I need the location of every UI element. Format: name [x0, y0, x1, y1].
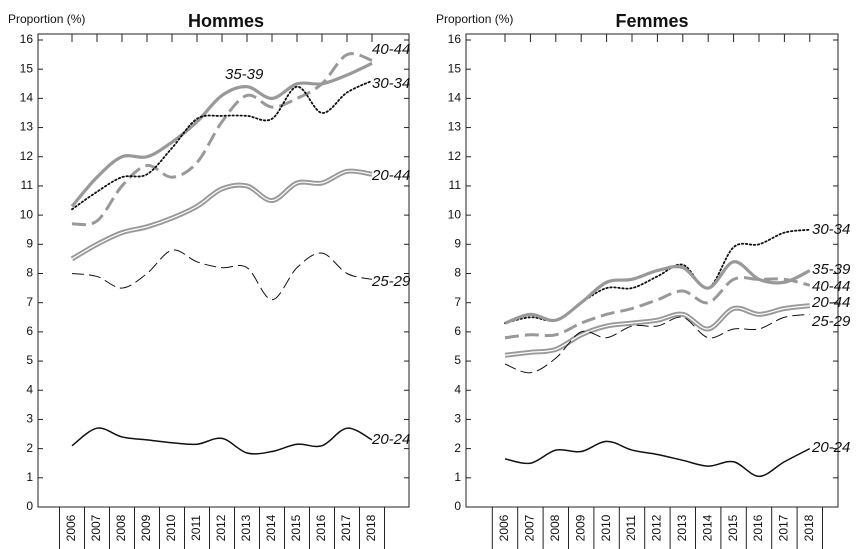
- series-line: [504, 440, 811, 478]
- x-tick-label: 2017: [777, 514, 791, 541]
- y-tick-label: 3: [454, 412, 461, 426]
- y-tick-label: 7: [454, 295, 461, 309]
- y-tick-label: 6: [26, 324, 33, 338]
- y-tick-label: 9: [26, 236, 33, 250]
- series-line: [71, 249, 373, 301]
- series-label: 35-39: [812, 261, 851, 278]
- y-tick-label: 8: [26, 266, 33, 280]
- series-line: [71, 427, 373, 455]
- y-tick-label: 2: [454, 441, 461, 455]
- series-line: [71, 79, 373, 211]
- series-line: [504, 228, 811, 325]
- x-tick-label: 2015: [726, 514, 740, 541]
- series-line: [504, 313, 810, 374]
- series-line: [504, 276, 811, 340]
- y-tick-label: 6: [454, 324, 461, 338]
- chart-title: Hommes: [188, 11, 264, 31]
- series-label: 30-34: [812, 221, 850, 238]
- series-label: 20-24: [811, 439, 850, 456]
- series-label: 40-44: [372, 41, 410, 58]
- x-tick-label: 2008: [114, 514, 128, 541]
- series-label: 25-29: [371, 273, 411, 290]
- x-tick-label: 2012: [214, 514, 228, 541]
- x-tick-label: 2010: [164, 514, 178, 541]
- y-tick-label: 9: [454, 236, 461, 250]
- x-tick-label: 2018: [802, 514, 816, 541]
- series-label: 25-29: [811, 313, 851, 330]
- x-tick-label: 2016: [314, 514, 328, 541]
- y-axis-label: Proportion (%): [8, 12, 85, 26]
- y-tick-label: 5: [454, 353, 461, 367]
- series-label: 20-24: [371, 431, 410, 448]
- y-tick-label: 11: [449, 178, 462, 192]
- x-tick-label: 2015: [289, 514, 303, 541]
- x-tick-label: 2009: [139, 514, 153, 541]
- x-tick-label: 2014: [700, 514, 714, 541]
- series-line-inner: [504, 305, 810, 356]
- series-label: 20-44: [811, 294, 850, 311]
- y-tick-label: 15: [448, 61, 462, 75]
- x-tick-label: 2016: [751, 514, 765, 541]
- series-label: 35-39: [225, 66, 264, 83]
- x-tick-label: 2018: [364, 514, 378, 541]
- plot-frame: [37, 33, 410, 508]
- y-tick-label: 5: [26, 353, 33, 367]
- y-tick-label: 4: [26, 382, 33, 396]
- y-tick-label: 10: [20, 207, 34, 221]
- x-tick-label: 2012: [650, 514, 664, 541]
- y-tick-label: 15: [20, 61, 34, 75]
- x-tick-label: 2007: [523, 514, 537, 541]
- x-tick-label: 2013: [675, 514, 689, 541]
- y-tick-label: 7: [26, 295, 33, 309]
- series-line: [504, 260, 811, 325]
- y-axis-label: Proportion (%): [436, 12, 513, 26]
- y-tick-label: 13: [448, 120, 462, 134]
- series-line: [71, 52, 373, 227]
- x-tick-label: 2011: [189, 515, 203, 541]
- x-tick-label: 2009: [573, 514, 587, 541]
- y-tick-label: 16: [20, 32, 34, 46]
- y-tick-label: 8: [454, 266, 461, 280]
- x-tick-label: 2010: [599, 514, 613, 541]
- x-tick-label: 2008: [548, 514, 562, 541]
- y-tick-label: 14: [20, 91, 34, 105]
- y-tick-label: 0: [26, 499, 33, 513]
- x-tick-label: 2013: [239, 514, 253, 541]
- series-line: [70, 61, 373, 208]
- y-tick-label: 14: [448, 91, 462, 105]
- y-tick-label: 10: [448, 207, 462, 221]
- series-line-inner: [71, 170, 373, 260]
- y-tick-label: 2: [26, 441, 33, 455]
- series-label: 30-34: [372, 75, 410, 92]
- x-tick-label: 2006: [64, 514, 78, 541]
- series-line: [70, 168, 373, 262]
- x-tick-label: 2006: [497, 514, 511, 541]
- y-tick-label: 11: [21, 178, 34, 192]
- y-tick-label: 1: [454, 470, 461, 484]
- y-tick-label: 4: [454, 382, 461, 396]
- series-line: [504, 303, 811, 358]
- y-tick-label: 3: [26, 412, 33, 426]
- y-tick-label: 16: [448, 32, 462, 46]
- y-tick-label: 13: [20, 120, 34, 134]
- chart-title: Femmes: [615, 11, 688, 31]
- x-tick-label: 2007: [89, 514, 103, 541]
- x-tick-label: 2017: [339, 514, 353, 541]
- series-label: 40-44: [812, 278, 850, 295]
- y-tick-label: 0: [454, 499, 461, 513]
- y-tick-label: 12: [20, 149, 34, 163]
- series-label: 20-44: [371, 167, 410, 184]
- x-tick-label: 2014: [264, 514, 278, 541]
- y-tick-label: 12: [448, 149, 462, 163]
- plot-frame: [465, 33, 839, 508]
- x-tick-label: 2011: [624, 515, 638, 541]
- y-tick-label: 1: [26, 470, 33, 484]
